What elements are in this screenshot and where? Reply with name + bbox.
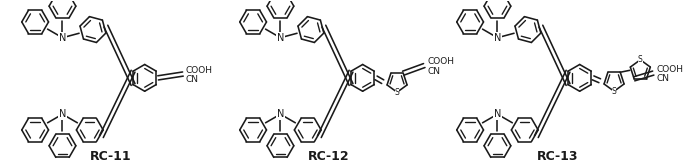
Text: N: N <box>494 33 501 43</box>
Text: RC-11: RC-11 <box>90 150 131 163</box>
Text: N: N <box>277 33 284 43</box>
Text: S: S <box>395 88 399 97</box>
Text: RC-13: RC-13 <box>537 150 578 163</box>
Text: N: N <box>494 109 501 119</box>
Text: CN: CN <box>427 67 440 76</box>
Text: N: N <box>59 33 66 43</box>
Text: CN: CN <box>186 75 199 84</box>
Text: S: S <box>612 87 616 96</box>
Text: N: N <box>59 109 66 119</box>
Text: CN: CN <box>656 74 669 83</box>
Text: S: S <box>638 55 643 64</box>
Text: N: N <box>277 109 284 119</box>
Text: COOH: COOH <box>427 57 454 66</box>
Text: COOH: COOH <box>186 66 213 75</box>
Text: COOH: COOH <box>656 65 683 74</box>
Text: RC-12: RC-12 <box>308 150 349 163</box>
